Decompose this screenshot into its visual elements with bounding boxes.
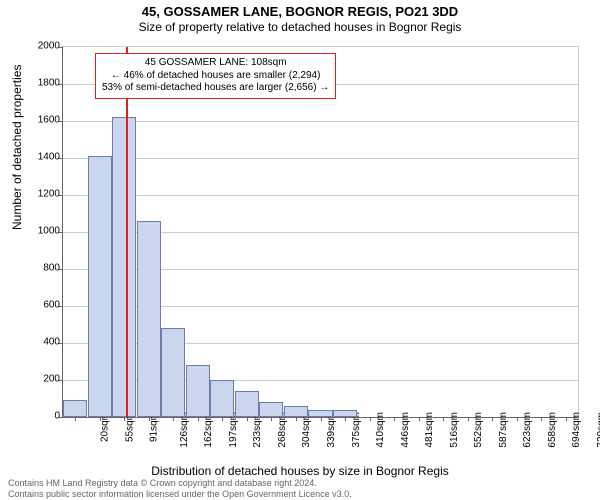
ytick-label: 200 [22, 374, 60, 385]
chart-title-1: 45, GOSSAMER LANE, BOGNOR REGIS, PO21 3D… [0, 0, 600, 19]
xtick-mark [492, 417, 493, 421]
xtick-label: 587sqm [498, 412, 509, 448]
bar [63, 400, 87, 417]
xtick-label: 658sqm [547, 412, 558, 448]
bar [137, 221, 161, 417]
gridline [63, 195, 578, 196]
xtick-label: 233sqm [252, 412, 263, 448]
y-axis-label: Number of detached properties [10, 65, 24, 230]
bar [308, 410, 332, 417]
xtick-label: 729sqm [596, 412, 600, 448]
xtick-label: 623sqm [522, 412, 533, 448]
xtick-mark [198, 417, 199, 421]
bar [259, 402, 283, 417]
ytick-label: 400 [22, 337, 60, 348]
ytick-label: 1400 [22, 152, 60, 163]
xtick-label: 339sqm [326, 412, 337, 448]
xtick-label: 304sqm [302, 412, 313, 448]
xtick-mark [566, 417, 567, 421]
ytick-label: 1000 [22, 226, 60, 237]
xtick-mark [517, 417, 518, 421]
xtick-label: 375sqm [351, 412, 362, 448]
xtick-mark [271, 417, 272, 421]
annotation-box: 45 GOSSAMER LANE: 108sqm ← 46% of detach… [95, 53, 336, 99]
bar [235, 391, 259, 417]
xtick-label: 481sqm [424, 412, 435, 448]
xtick-mark [468, 417, 469, 421]
xtick-mark [100, 417, 101, 421]
chart-container: 45, GOSSAMER LANE, BOGNOR REGIS, PO21 3D… [0, 0, 600, 500]
xtick-mark [345, 417, 346, 421]
footer-line-2: Contains public sector information licen… [8, 489, 352, 499]
ytick-label: 0 [22, 411, 60, 422]
plot-area: 20sqm55sqm91sqm126sqm162sqm197sqm233sqm2… [62, 46, 579, 418]
bar [333, 410, 357, 417]
chart-title-2: Size of property relative to detached ho… [0, 19, 600, 34]
xtick-label: 268sqm [277, 412, 288, 448]
annotation-line-3: 53% of semi-detached houses are larger (… [102, 82, 329, 95]
xtick-label: 446sqm [400, 412, 411, 448]
xtick-mark [321, 417, 322, 421]
xtick-mark [296, 417, 297, 421]
xtick-mark [222, 417, 223, 421]
x-axis-label: Distribution of detached houses by size … [0, 464, 600, 478]
bar [112, 117, 136, 417]
xtick-mark [419, 417, 420, 421]
bar [284, 406, 308, 417]
xtick-label: 126sqm [179, 412, 190, 448]
bar [210, 380, 234, 417]
ytick-label: 1200 [22, 189, 60, 200]
xtick-mark [124, 417, 125, 421]
xtick-mark [394, 417, 395, 421]
footer-line-1: Contains HM Land Registry data © Crown c… [8, 478, 352, 488]
annotation-line-2: ← 46% of detached houses are smaller (2,… [102, 70, 329, 83]
ytick-label: 1800 [22, 78, 60, 89]
xtick-label: 162sqm [203, 412, 214, 448]
xtick-mark [370, 417, 371, 421]
gridline [63, 158, 578, 159]
ytick-label: 800 [22, 263, 60, 274]
ytick-label: 1600 [22, 115, 60, 126]
bar [88, 156, 112, 417]
xtick-mark [541, 417, 542, 421]
xtick-mark [173, 417, 174, 421]
reference-line [126, 47, 128, 417]
xtick-mark [75, 417, 76, 421]
gridline [63, 121, 578, 122]
bar [186, 365, 210, 417]
ytick-label: 600 [22, 300, 60, 311]
xtick-label: 197sqm [228, 412, 239, 448]
xtick-label: 694sqm [571, 412, 582, 448]
footer: Contains HM Land Registry data © Crown c… [8, 478, 352, 499]
xtick-label: 516sqm [449, 412, 460, 448]
xtick-mark [443, 417, 444, 421]
ytick-label: 2000 [22, 41, 60, 52]
xtick-label: 552sqm [473, 412, 484, 448]
xtick-mark [149, 417, 150, 421]
bar [161, 328, 185, 417]
annotation-line-1: 45 GOSSAMER LANE: 108sqm [102, 57, 329, 70]
xtick-label: 410sqm [375, 412, 386, 448]
xtick-mark [247, 417, 248, 421]
